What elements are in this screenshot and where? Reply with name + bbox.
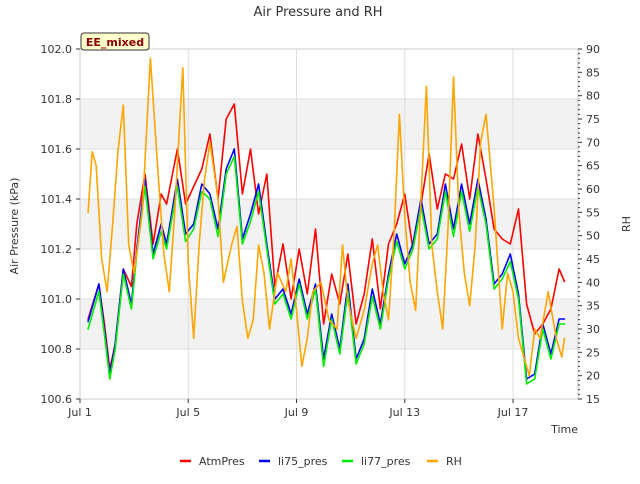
y2-tick-label: 75 <box>586 113 600 126</box>
y2-tick-label: 80 <box>586 90 600 103</box>
y-tick-label: 101.4 <box>41 193 73 206</box>
background-band <box>80 99 578 149</box>
x-tick-label: Jul 1 <box>67 406 92 419</box>
legend-item: RH <box>427 455 462 468</box>
y2-tick-label: 40 <box>586 276 600 289</box>
x-tick-label: Jul 9 <box>284 406 309 419</box>
series-layer <box>87 57 566 385</box>
y2-tick-label: 85 <box>586 66 600 79</box>
series-line-rh <box>87 57 566 377</box>
y-tick-label: 101.0 <box>41 293 73 306</box>
y2-tick-label: 25 <box>586 346 600 359</box>
legend-item: li77_pres <box>342 455 411 468</box>
x-tick-label: Jul 17 <box>497 406 529 419</box>
series-line-atmpres <box>87 103 566 370</box>
y-tick-label: 100.6 <box>41 393 73 406</box>
legend-item: li75_pres <box>259 455 328 468</box>
x-tick-label: Jul 5 <box>175 406 200 419</box>
y2-tick-label: 35 <box>586 300 600 313</box>
x-tick-label: Jul 13 <box>388 406 420 419</box>
axes: 100.6 100.8 101.0 101.2 101.4 101.6 101.8 102.0… <box>41 43 601 419</box>
background-band <box>80 199 578 249</box>
y2-tick-label: 70 <box>586 136 600 149</box>
y-axis-label: Air Pressure (kPa) <box>8 178 21 275</box>
legend-label: li77_pres <box>361 455 411 468</box>
y2-tick-label: 20 <box>586 370 600 383</box>
y2-tick-label: 90 <box>586 43 600 56</box>
y-tick-label: 102.0 <box>41 43 73 56</box>
y-tick-label: 101.2 <box>41 243 73 256</box>
y2-tick-label: 55 <box>586 206 600 219</box>
legend: AtmPres li75_pres li77_pres RH <box>180 455 462 468</box>
x-axis-label: Time <box>550 423 578 436</box>
y2-tick-label: 65 <box>586 160 600 173</box>
badge: EE_mixed <box>80 32 150 51</box>
legend-label: AtmPres <box>199 455 245 468</box>
y2-tick-label: 50 <box>586 230 600 243</box>
y2-tick-label: 60 <box>586 183 600 196</box>
badge-box <box>80 32 150 51</box>
y-tick-label: 100.8 <box>41 343 73 356</box>
y2-tick-label: 30 <box>586 323 600 336</box>
badge-label: EE_mixed <box>86 36 144 49</box>
y-tick-label: 101.6 <box>41 143 73 156</box>
y2-tick-label: 15 <box>586 393 600 406</box>
series-line-li77-pres <box>87 155 566 385</box>
background-band <box>80 299 578 349</box>
legend-label: RH <box>446 455 462 468</box>
y2-tick-label: 45 <box>586 253 600 266</box>
y-tick-label: 101.8 <box>41 93 73 106</box>
legend-label: li75_pres <box>278 455 328 468</box>
chart-title: Air Pressure and RH <box>253 5 382 20</box>
plot-frame <box>79 48 579 400</box>
legend-item: AtmPres <box>180 455 245 468</box>
y2-axis-label: RH <box>620 216 633 232</box>
